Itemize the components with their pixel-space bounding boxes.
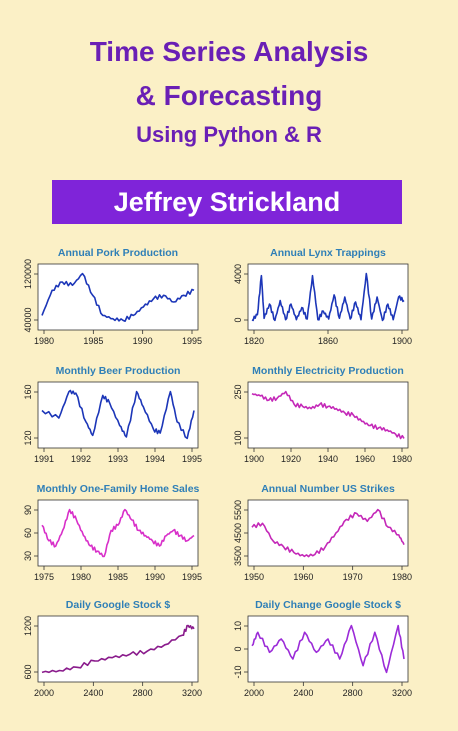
series-line	[41, 624, 195, 674]
x-tick-label: 1960	[355, 454, 375, 464]
panel-title: Monthly Beer Production	[56, 365, 181, 377]
x-tick-label: 3200	[182, 688, 202, 698]
x-tick-label: 1980	[392, 454, 412, 464]
panel-frame	[37, 499, 199, 567]
y-tick-label: 3500	[233, 546, 243, 566]
x-tick-label: 1990	[133, 336, 153, 346]
panel-frame	[247, 381, 409, 449]
panel-title: Annual Number US Strikes	[261, 483, 395, 495]
x-tick-label: 1993	[108, 454, 128, 464]
x-tick-label: 1960	[293, 572, 313, 582]
panel-frame	[37, 381, 199, 449]
panel-frame	[247, 263, 409, 331]
panel-frame	[247, 615, 409, 683]
x-tick-label: 2800	[343, 688, 363, 698]
y-tick-label: 1200	[23, 616, 33, 636]
panel-title: Monthly Electricity Production	[252, 365, 404, 377]
x-tick-label: 1900	[244, 454, 264, 464]
y-tick-label: 60	[23, 528, 33, 538]
y-tick-label: 250	[233, 384, 243, 399]
x-tick-label: 2800	[133, 688, 153, 698]
x-tick-label: 1980	[34, 336, 54, 346]
y-tick-label: 30	[23, 551, 33, 561]
y-tick-label: 120	[23, 430, 33, 445]
y-tick-label: 40000	[23, 307, 33, 332]
panel-title: Annual Pork Production	[58, 247, 178, 259]
y-tick-label: 0	[233, 317, 243, 322]
series-line	[251, 390, 405, 440]
x-tick-label: 1995	[182, 572, 202, 582]
title-line-1: Time Series Analysis	[89, 36, 369, 67]
x-tick-label: 1920	[281, 454, 301, 464]
series-line	[41, 389, 195, 440]
x-tick-label: 1995	[182, 454, 202, 464]
x-tick-label: 3200	[392, 688, 412, 698]
series-line	[251, 624, 405, 674]
x-tick-label: 1970	[343, 572, 363, 582]
title-line-3: Using Python & R	[136, 122, 322, 147]
y-tick-label: 10	[233, 621, 243, 631]
y-tick-label: 90	[23, 505, 33, 515]
x-tick-label: 1990	[145, 572, 165, 582]
author-banner: Jeffrey Strickland	[52, 180, 402, 224]
y-tick-label: 160	[23, 384, 33, 399]
title-line-2: & Forecasting	[135, 80, 323, 111]
panel-frame	[37, 615, 199, 683]
x-tick-label: 1995	[182, 336, 202, 346]
y-tick-label: 600	[23, 664, 33, 679]
x-tick-label: 2000	[34, 688, 54, 698]
x-tick-label: 1820	[244, 336, 264, 346]
x-tick-label: 2000	[244, 688, 264, 698]
y-tick-label: 5500	[233, 500, 243, 520]
y-tick-label: -10	[233, 665, 243, 678]
x-tick-label: 1992	[71, 454, 91, 464]
panel-title: Daily Google Stock $	[66, 599, 171, 611]
x-tick-label: 1900	[392, 336, 412, 346]
x-tick-label: 2400	[83, 688, 103, 698]
x-tick-label: 1985	[108, 572, 128, 582]
series-line	[41, 508, 195, 558]
x-tick-label: 1980	[392, 572, 412, 582]
panel-title: Daily Change Google Stock $	[255, 599, 401, 611]
y-tick-label: 4000	[233, 264, 243, 284]
x-tick-label: 1975	[34, 572, 54, 582]
series-line	[251, 508, 405, 558]
panel-frame	[247, 499, 409, 567]
time-series-figure-grid: Annual Pork Production 1980 1985 1990 1995 40…	[23, 247, 412, 698]
x-tick-label: 1994	[145, 454, 165, 464]
y-tick-label: 100	[233, 430, 243, 445]
x-tick-label: 2400	[293, 688, 313, 698]
x-tick-label: 1860	[318, 336, 338, 346]
series-line	[251, 272, 405, 322]
x-tick-label: 1950	[244, 572, 264, 582]
x-tick-label: 1991	[34, 454, 54, 464]
panel-title: Monthly One-Family Home Sales	[37, 483, 200, 495]
x-tick-label: 1985	[83, 336, 103, 346]
y-tick-label: 120000	[23, 259, 33, 289]
y-tick-label: 0	[233, 646, 243, 651]
panel-title: Annual Lynx Trappings	[270, 247, 386, 259]
x-tick-label: 1980	[71, 572, 91, 582]
y-tick-label: 4500	[233, 523, 243, 543]
x-tick-label: 1940	[318, 454, 338, 464]
series-line	[41, 272, 195, 322]
